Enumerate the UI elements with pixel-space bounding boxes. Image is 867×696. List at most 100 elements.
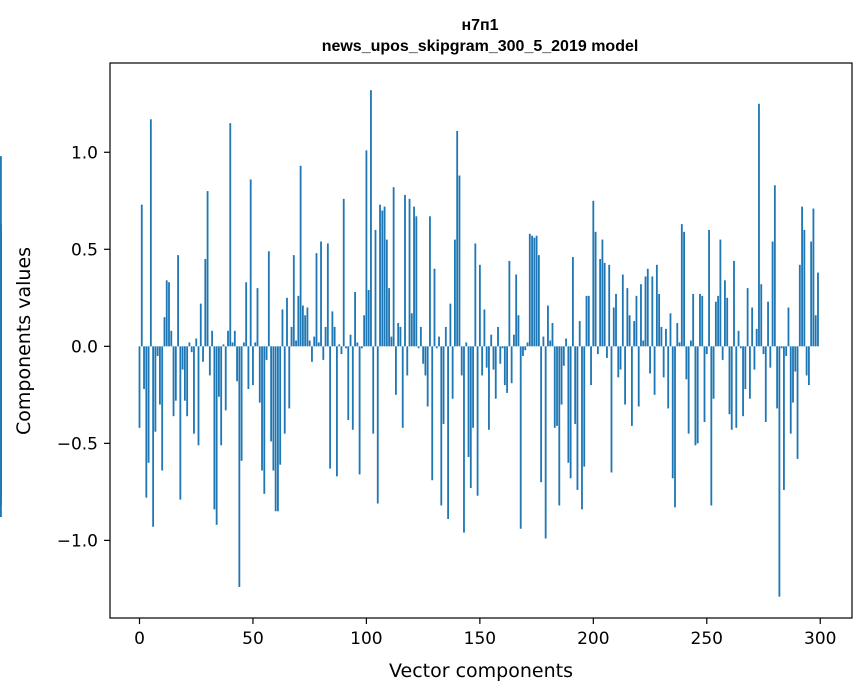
bar <box>635 295 638 347</box>
bar <box>610 346 613 473</box>
bar <box>145 346 148 498</box>
bar <box>758 103 760 347</box>
bar <box>460 346 463 376</box>
bar <box>737 330 740 347</box>
bar <box>356 342 359 347</box>
bar <box>630 346 633 426</box>
bar <box>333 326 336 347</box>
bar <box>161 346 164 471</box>
bar <box>163 317 166 347</box>
bar <box>186 346 189 417</box>
bar <box>769 346 772 368</box>
bar <box>181 346 184 370</box>
bar <box>667 346 670 409</box>
bar <box>367 290 370 347</box>
bar <box>542 336 545 347</box>
bar <box>381 210 384 347</box>
bar <box>376 346 379 504</box>
bar <box>395 346 397 395</box>
bar <box>267 251 270 347</box>
bar <box>0 346 2 374</box>
bar <box>535 235 538 347</box>
bar <box>415 216 418 347</box>
bar <box>177 255 179 347</box>
bar <box>606 346 608 358</box>
bar <box>660 326 663 347</box>
bar <box>755 328 758 347</box>
bar <box>172 346 175 417</box>
x-tick-label: 50 <box>242 629 264 649</box>
bar <box>0 346 2 403</box>
bar <box>213 346 216 510</box>
bar <box>576 346 579 490</box>
bar <box>814 315 817 347</box>
bar <box>642 340 645 347</box>
bar <box>789 346 792 434</box>
bar <box>385 239 388 347</box>
bar <box>370 90 372 347</box>
bar <box>547 305 549 347</box>
bar <box>392 187 395 347</box>
bar <box>676 323 679 347</box>
bar <box>254 342 257 347</box>
bar <box>301 305 304 347</box>
bar <box>329 346 332 469</box>
bar <box>583 346 586 467</box>
bar <box>404 194 406 347</box>
y-axis-ticks: −1.0 −0.5 0.0 0.5 1.0 <box>57 143 110 551</box>
bar <box>708 229 710 347</box>
bar <box>388 288 391 347</box>
bar <box>696 346 699 444</box>
bar <box>671 346 674 479</box>
bar <box>726 297 729 347</box>
bar <box>0 224 2 347</box>
bar <box>295 340 297 347</box>
bar <box>701 295 704 347</box>
bar <box>748 346 751 399</box>
bar <box>524 346 527 351</box>
bar <box>272 346 275 471</box>
bar <box>619 346 622 370</box>
bar <box>195 338 198 347</box>
bar <box>735 346 738 428</box>
bar <box>687 346 690 434</box>
plot-frame <box>109 62 853 619</box>
bar <box>617 346 620 378</box>
bar <box>569 346 572 479</box>
bar <box>649 346 651 374</box>
bar <box>710 346 713 506</box>
bar <box>728 346 731 415</box>
bar <box>665 328 667 347</box>
bar <box>531 235 533 347</box>
bar <box>422 346 425 364</box>
bar <box>503 346 506 386</box>
bar <box>794 346 797 372</box>
bar <box>211 330 214 347</box>
bar <box>451 346 454 399</box>
bar <box>490 334 493 347</box>
bar <box>358 346 361 475</box>
bar <box>549 340 552 347</box>
bar <box>199 303 202 347</box>
bar <box>778 346 781 597</box>
bar <box>540 346 543 483</box>
bar <box>776 346 779 409</box>
bar <box>596 346 599 355</box>
bar <box>796 346 799 459</box>
bar <box>390 336 393 347</box>
bar <box>474 243 477 347</box>
bar <box>594 231 597 347</box>
bar <box>501 346 504 349</box>
bar <box>154 346 157 432</box>
bar <box>662 346 665 378</box>
bar <box>240 346 243 461</box>
bar <box>306 307 309 347</box>
bar <box>578 321 581 347</box>
bar <box>792 346 794 403</box>
bar <box>646 268 649 347</box>
bar <box>222 344 225 347</box>
x-tick-label: 100 <box>350 629 382 649</box>
bar <box>365 150 368 347</box>
bar <box>322 346 325 360</box>
bar <box>574 346 577 424</box>
